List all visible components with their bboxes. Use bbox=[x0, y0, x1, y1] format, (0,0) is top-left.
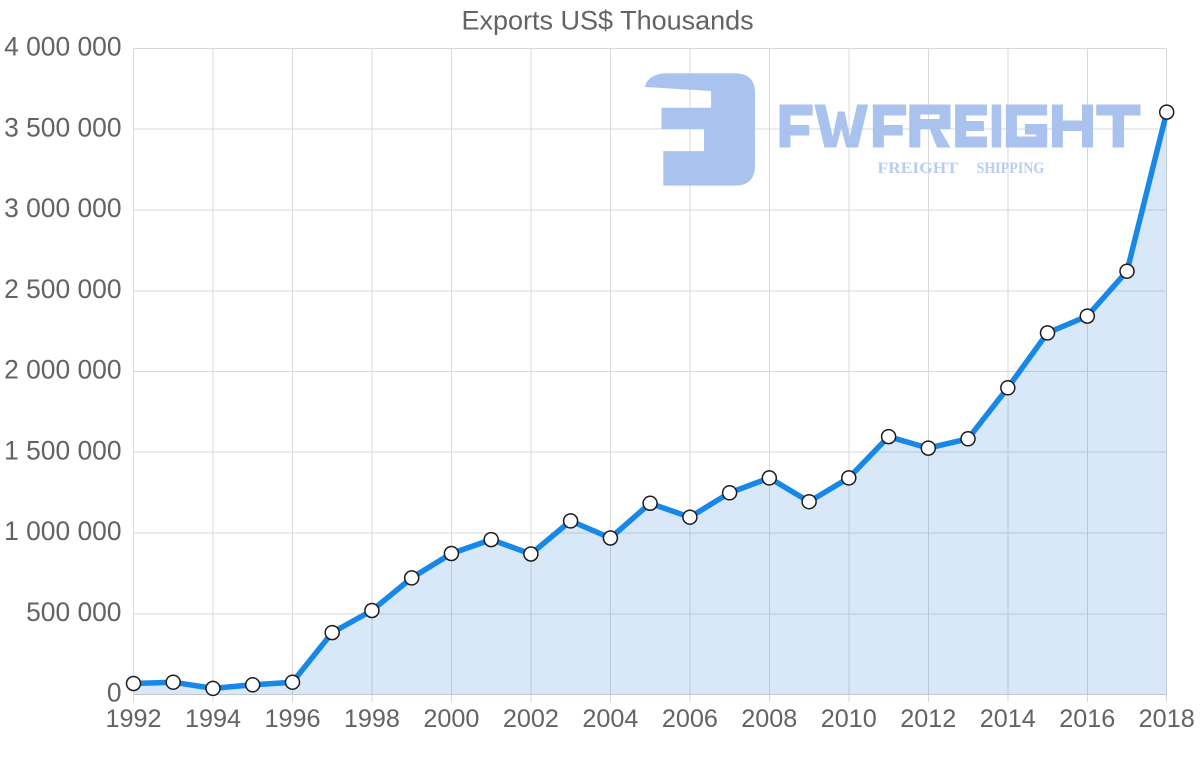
svg-text:2018: 2018 bbox=[1139, 705, 1195, 733]
svg-text:2008: 2008 bbox=[741, 705, 797, 733]
svg-text:2 500 000: 2 500 000 bbox=[4, 274, 121, 304]
svg-text:SHIPPING: SHIPPING bbox=[977, 158, 1045, 177]
svg-text:2016: 2016 bbox=[1059, 705, 1115, 733]
svg-text:1994: 1994 bbox=[185, 705, 241, 733]
svg-text:500 000: 500 000 bbox=[26, 597, 121, 627]
svg-text:2004: 2004 bbox=[582, 705, 638, 733]
svg-text:Exports US$ Thousands: Exports US$ Thousands bbox=[462, 6, 754, 36]
svg-text:1 500 000: 1 500 000 bbox=[4, 435, 121, 465]
svg-text:1998: 1998 bbox=[344, 705, 400, 733]
svg-text:0: 0 bbox=[107, 678, 122, 708]
svg-text:1 000 000: 1 000 000 bbox=[4, 516, 121, 546]
svg-text:1992: 1992 bbox=[105, 705, 161, 733]
svg-text:2010: 2010 bbox=[821, 705, 877, 733]
svg-text:2014: 2014 bbox=[980, 705, 1036, 733]
svg-text:2 000 000: 2 000 000 bbox=[4, 355, 121, 385]
svg-text:2006: 2006 bbox=[662, 705, 718, 733]
svg-text:1996: 1996 bbox=[264, 705, 320, 733]
svg-text:3 000 000: 3 000 000 bbox=[4, 193, 121, 223]
svg-text:FREIGHT: FREIGHT bbox=[878, 158, 959, 177]
svg-text:2012: 2012 bbox=[900, 705, 956, 733]
svg-text:2002: 2002 bbox=[503, 705, 559, 733]
svg-text:2000: 2000 bbox=[423, 705, 479, 733]
svg-text:4 000 000: 4 000 000 bbox=[4, 32, 121, 62]
svg-text:3 500 000: 3 500 000 bbox=[4, 113, 121, 143]
